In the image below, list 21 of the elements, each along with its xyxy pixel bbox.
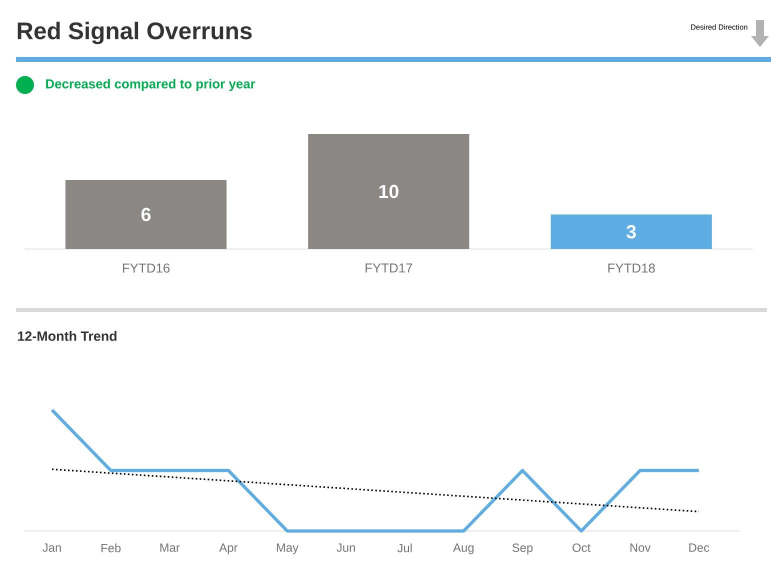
x-tick-label: Jun (336, 544, 355, 552)
x-tick-label: FYTD17 (366, 264, 412, 272)
x-tick-label: Sep (512, 544, 533, 554)
data-label: 10 (379, 184, 398, 198)
x-tick-label: FYTD18 (608, 264, 655, 273)
x-tick-label: Jul (397, 544, 412, 552)
x-tick-label: Dec (689, 544, 710, 552)
x-tick-label: FYTD16 (122, 264, 170, 273)
data-label: 6 (141, 208, 151, 222)
chart-title: Red Signal Overruns (18, 22, 252, 44)
x-tick-label: May (276, 544, 299, 554)
chart-title: 12-Month Trend (18, 331, 116, 341)
x-tick-label: Apr (219, 544, 238, 554)
x-tick-label: Mar (160, 544, 180, 552)
x-tick-label: Oct (572, 544, 591, 552)
x-tick-label: Jan (42, 544, 61, 552)
x-tick-label: Nov (630, 544, 651, 552)
chart-subtitle: Decreased compared to prior year (46, 78, 256, 92)
data-label: 3 (626, 225, 636, 238)
x-tick-label: Aug (453, 544, 474, 554)
x-tick-label: Feb (102, 544, 121, 552)
